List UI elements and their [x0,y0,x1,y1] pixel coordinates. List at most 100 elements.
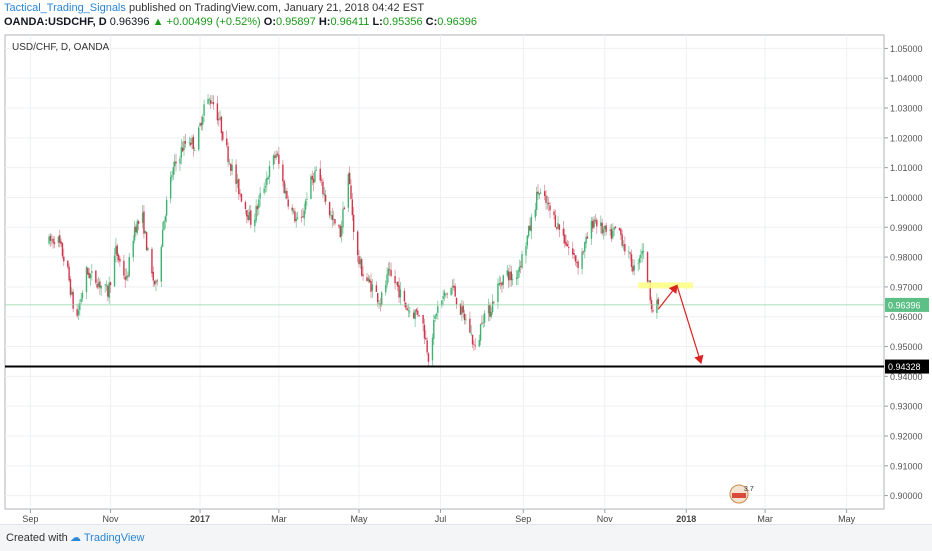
candle [586,231,589,239]
candle [175,153,177,172]
candle-body [343,207,346,210]
candle-body [558,224,561,230]
y-tick-label: 0.93000 [890,402,923,412]
candle [291,204,293,215]
candle [403,287,406,308]
candle-body [311,175,313,180]
candle-body [415,309,418,312]
support-label: 0.94328 [888,362,921,372]
candle-body [553,211,555,216]
candle-body [406,307,408,311]
candle [165,196,168,223]
candle [125,268,128,282]
candle-body [161,230,164,247]
candle-body [87,268,89,275]
candle [474,338,476,350]
last-price-badge: 0.96396 [885,297,929,312]
candle-body [620,228,622,235]
candle-body [632,266,634,272]
candle-body [100,285,102,289]
open-value: 0.95897 [276,16,316,28]
candle-body [356,231,359,256]
candle [212,95,215,110]
candle [310,173,312,200]
candle-body [67,260,69,267]
candle [389,261,391,277]
candle-body [640,254,642,259]
candle [518,259,521,278]
price-chart[interactable]: 1.05000 1.04000 1.03000 1.02000 1.01000 1.000… [0,0,932,524]
candle [451,279,454,295]
candle-body [399,289,402,298]
candle [104,284,106,293]
candle [564,228,566,248]
candle [622,240,625,251]
candle-body [339,226,342,237]
candle [278,146,280,169]
candle-body [509,272,511,280]
x-tick-label: Jul [435,514,447,524]
change-up-icon: ▲ [152,16,164,28]
candle-body [618,227,621,230]
candle [572,241,574,259]
candle-body [497,283,499,302]
candle-body [49,235,52,241]
candle-body [435,313,438,316]
candle [601,218,603,236]
x-tick-label: Mar [757,514,773,524]
candle-body [362,274,364,277]
candle-body [554,215,557,228]
candle-body [557,223,559,229]
candle [145,231,148,251]
candle [283,179,285,195]
candle [397,281,399,292]
candle [119,255,121,267]
candle [340,220,343,243]
candle-body [474,345,476,347]
candle [113,248,116,287]
candle [230,163,232,177]
candle-body [417,310,419,315]
candle [274,151,276,165]
candle [592,216,594,233]
candle [211,95,213,104]
candle [342,201,344,234]
candle [250,205,252,229]
candle-body [256,206,259,210]
candle-body [446,293,448,295]
candle-body [622,244,625,247]
candle-body [323,193,325,196]
candle [394,269,396,290]
candle [498,275,500,287]
candle-body [511,279,514,281]
candle-body [572,248,574,255]
candle-body [137,220,140,224]
candle-body [609,229,611,231]
candle [57,235,60,248]
candle [612,223,614,240]
candle [530,213,533,240]
candle-body [266,178,268,186]
chart-title: USD/CHF, D, OANDA [12,42,110,53]
candle [479,323,482,346]
candle [132,235,134,262]
candle [208,97,211,106]
candle-body [135,226,137,233]
candle-body [48,236,50,244]
candle [191,135,193,150]
candle-body [218,119,220,121]
candle-body [526,235,529,246]
candle-body [641,250,643,255]
candle-body [471,334,474,345]
candle-body [370,281,372,292]
candle-body [527,226,530,237]
candle [339,223,342,239]
candle-body [235,164,237,185]
author-link[interactable]: Tactical_Trading_Signals [4,2,126,14]
candle [71,287,73,296]
candle-body [465,319,467,321]
candle [91,263,93,281]
tradingview-logo-link[interactable]: ☁ TradingView [70,531,144,544]
candle-body [240,193,243,202]
candle-body [310,176,312,199]
